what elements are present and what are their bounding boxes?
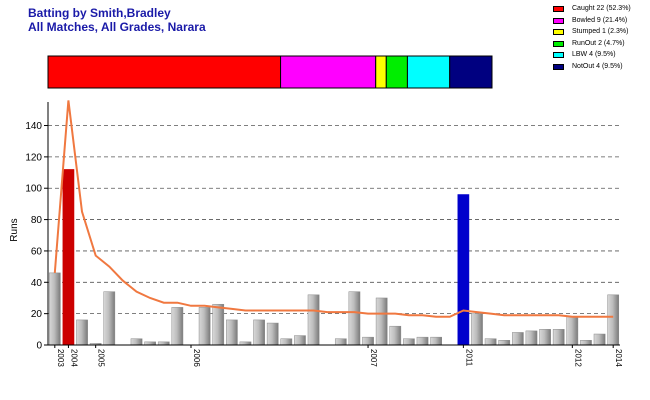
bar-13 bbox=[226, 319, 238, 346]
bar-24 bbox=[375, 297, 388, 346]
bar-40 bbox=[593, 333, 606, 346]
y-tick-label-7: 140 bbox=[25, 121, 42, 132]
y-tick-label-4: 80 bbox=[31, 215, 43, 226]
y-axis-label: Runs bbox=[9, 218, 20, 241]
y-tick-label-6: 120 bbox=[25, 152, 42, 163]
bar-21 bbox=[334, 338, 347, 346]
bar-34 bbox=[512, 332, 524, 346]
y-tick-label-2: 40 bbox=[31, 278, 43, 289]
bar-38 bbox=[566, 316, 579, 346]
bar-18 bbox=[294, 335, 306, 346]
y-tick-label-0: 0 bbox=[36, 341, 42, 352]
legend-swatch-bowled bbox=[553, 17, 564, 24]
y-tick-label-3: 60 bbox=[31, 246, 43, 257]
dismissal-segment-1 bbox=[280, 55, 377, 89]
bar-17 bbox=[280, 338, 293, 346]
bar-series bbox=[48, 169, 620, 346]
x-tick-label-0: 2003 bbox=[56, 349, 65, 367]
axes bbox=[44, 102, 620, 348]
bar-11 bbox=[198, 307, 211, 346]
bar-28 bbox=[430, 336, 442, 346]
dismissal-segment-3 bbox=[385, 55, 408, 89]
legend-swatch-stumped bbox=[553, 29, 564, 35]
average-line bbox=[53, 100, 614, 318]
grid-lines bbox=[48, 125, 620, 315]
bar-39 bbox=[580, 340, 592, 346]
bar-15 bbox=[253, 319, 265, 346]
x-tick-label-7: 2014 bbox=[614, 349, 623, 367]
y-tick-label-1: 20 bbox=[31, 309, 43, 320]
x-tick-labels: 2003 2004 2005 2006 2007 2011 2012 2014 bbox=[56, 349, 623, 367]
dismissal-segment-5 bbox=[449, 55, 493, 89]
bar-23 bbox=[362, 336, 374, 346]
bar-6 bbox=[130, 338, 143, 346]
dismissal-segment-4 bbox=[406, 55, 451, 89]
legend-label-bowled: Bowled 9 (21.4%) bbox=[572, 16, 628, 24]
bar-22 bbox=[348, 291, 361, 346]
dismissal-segment-0 bbox=[47, 55, 282, 89]
legend-label-caught: Caught 22 (52.3%) bbox=[572, 5, 631, 12]
bar-0 bbox=[48, 272, 61, 346]
bar-27 bbox=[416, 336, 429, 346]
bar-4 bbox=[103, 291, 116, 346]
bar-12 bbox=[212, 303, 225, 346]
legend-swatch-runout bbox=[553, 40, 564, 47]
legend-swatch-caught bbox=[553, 6, 564, 12]
x-tick-label-3: 2006 bbox=[192, 349, 201, 367]
bar-16 bbox=[266, 322, 279, 346]
bar-36 bbox=[539, 329, 551, 346]
x-tick-label-4: 2007 bbox=[369, 349, 378, 367]
y-tick-label-5: 100 bbox=[25, 184, 42, 195]
legend-swatch-lbw bbox=[553, 52, 564, 58]
legend-swatch-notout bbox=[553, 63, 564, 70]
x-tick-label-6: 2012 bbox=[573, 349, 582, 367]
x-tick-label-1: 2004 bbox=[69, 349, 78, 367]
bar-19 bbox=[307, 294, 320, 346]
bar-30 bbox=[457, 194, 470, 346]
dismissal-bar bbox=[47, 55, 493, 89]
legend-label-runout: RunOut 2 (4.7%) bbox=[572, 39, 625, 47]
bar-33 bbox=[498, 340, 511, 346]
bar-32 bbox=[484, 338, 497, 346]
bar-9 bbox=[171, 307, 184, 346]
chart-title: Batting by Smith,Bradley bbox=[28, 6, 171, 20]
bar-35 bbox=[525, 330, 538, 346]
bar-31 bbox=[471, 313, 483, 346]
bar-37 bbox=[552, 329, 565, 346]
bar-26 bbox=[403, 338, 415, 346]
y-tick-labels: 0 20 40 60 80 100 120 140 bbox=[25, 121, 42, 351]
bar-41 bbox=[607, 294, 620, 346]
legend-label-notout: NotOut 4 (9.5%) bbox=[572, 62, 623, 70]
legend-label-lbw: LBW 4 (9.5%) bbox=[572, 51, 616, 58]
chart-subtitle: All Matches, All Grades, Narara bbox=[28, 20, 206, 34]
x-tick-label-2: 2005 bbox=[97, 349, 106, 367]
bar-25 bbox=[389, 325, 402, 346]
bar-2 bbox=[76, 319, 88, 346]
dismissal-segment-2 bbox=[375, 55, 387, 89]
average-polyline bbox=[53, 100, 614, 318]
x-tick-label-5: 2011 bbox=[464, 349, 473, 367]
bar-1 bbox=[62, 169, 75, 346]
legend-label-stumped: Stumped 1 (2.3%) bbox=[572, 28, 629, 35]
